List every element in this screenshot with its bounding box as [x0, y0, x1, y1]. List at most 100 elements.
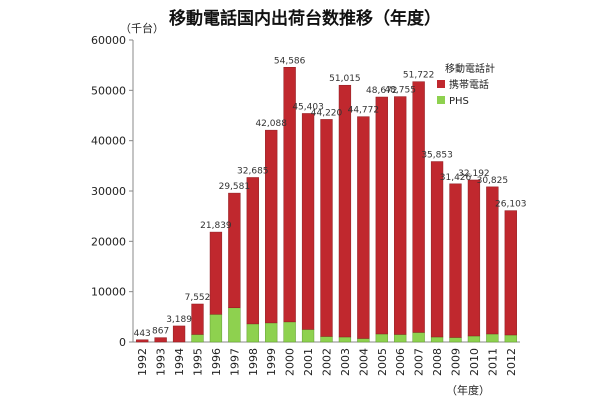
x-tick-label: 2004 — [357, 348, 370, 376]
x-axis-unit: （年度） — [446, 383, 490, 397]
bar-phs-2003 — [338, 336, 352, 343]
bar-mobile-1998 — [246, 177, 259, 325]
bar-mobile-1996 — [209, 231, 223, 315]
bar-phs-2008 — [430, 336, 444, 343]
total-label-1992: 443 — [134, 329, 151, 339]
total-label-1996: 21,839 — [200, 221, 232, 231]
x-tick-label: 1996 — [210, 348, 223, 376]
bar-mobile-1992 — [136, 339, 149, 343]
bar-mobile-2012 — [504, 210, 517, 336]
x-tick-label: 1999 — [265, 348, 278, 376]
bar-phs-1995 — [191, 334, 204, 343]
total-label-2001: 45,403 — [292, 102, 324, 112]
legend-label-mobile: 携帯電話 — [449, 78, 489, 91]
x-tick-label: 1992 — [136, 348, 149, 376]
x-tick-label: 1997 — [228, 348, 241, 376]
bar-mobile-2001 — [301, 113, 315, 330]
bar-mobile-2011 — [486, 186, 499, 335]
x-tick-label: 2000 — [284, 348, 297, 376]
total-label-2008: 35,853 — [421, 151, 453, 161]
bar-mobile-1999 — [265, 129, 278, 324]
bar-mobile-1993 — [154, 337, 167, 343]
total-label-1994: 3,189 — [166, 315, 192, 325]
y-tick-label: 0 — [119, 336, 126, 349]
x-tick-label: 1994 — [173, 348, 186, 376]
bar-mobile-2005 — [375, 96, 388, 335]
bar-phs-2007 — [412, 332, 425, 343]
bar-phs-2011 — [486, 333, 499, 343]
x-tick-label: 2011 — [486, 348, 499, 376]
total-label-2005: 48,672 — [366, 86, 398, 96]
x-tick-label: 1995 — [192, 348, 205, 376]
total-label-1995: 7,552 — [185, 293, 211, 303]
bar-mobile-2003 — [338, 84, 352, 338]
bar-phs-1997 — [228, 307, 241, 343]
x-tick-label: 2001 — [302, 348, 315, 376]
bar-phs-2009 — [449, 337, 462, 343]
total-label-2007: 51,722 — [403, 71, 435, 81]
x-tick-label: 2012 — [505, 348, 518, 376]
bar-phs-1996 — [209, 314, 223, 343]
bars — [136, 67, 517, 343]
axes: 0 10000 20000 30000 40000 50000 60000 1992 1993 1… — [91, 34, 520, 376]
x-tick-label: 2009 — [450, 348, 463, 376]
x-tick-label: 1998 — [247, 348, 260, 376]
x-tick-label: 2007 — [413, 348, 426, 376]
x-tick-label: 2006 — [394, 348, 407, 376]
y-tick-label: 10000 — [91, 286, 126, 299]
total-label-2011: 30,825 — [477, 176, 509, 186]
bar-phs-1998 — [246, 323, 259, 343]
bar-mobile-2007 — [412, 81, 425, 333]
bar-phs-2000 — [283, 321, 296, 343]
y-axis-unit: （千台） — [120, 21, 164, 35]
bar-phs-2012 — [504, 334, 517, 343]
bar-phs-2001 — [301, 329, 315, 343]
data-labels: 443 867 3,189 7,552 21,839 29,581 32,685 42,088… — [134, 56, 527, 339]
chart-title: 移動電話国内出荷台数推移（年度） — [169, 8, 441, 29]
bar-phs-2005 — [375, 333, 388, 343]
legend-title: 移動電話計 — [445, 62, 495, 75]
bar-mobile-2000 — [283, 67, 296, 323]
bar-phs-2010 — [467, 335, 481, 343]
bar-mobile-2006 — [394, 96, 407, 335]
y-tick-label: 60000 — [91, 34, 126, 47]
bar-phs-2002 — [320, 336, 333, 343]
bar-mobile-1994 — [172, 325, 186, 343]
y-tick-label: 50000 — [91, 84, 126, 97]
total-label-1998: 32,685 — [237, 166, 269, 176]
bar-mobile-2002 — [320, 119, 333, 337]
x-tick-label: 1993 — [155, 348, 168, 376]
total-label-2000: 54,586 — [274, 56, 306, 66]
bar-phs-2006 — [394, 334, 407, 343]
bar-mobile-1997 — [228, 192, 241, 309]
total-label-1993: 867 — [152, 327, 169, 337]
bar-mobile-2004 — [357, 116, 370, 339]
total-label-1999: 42,088 — [255, 119, 287, 129]
x-tick-label: 2003 — [339, 348, 352, 376]
bar-mobile-1995 — [191, 303, 204, 335]
x-tick-label: 2002 — [321, 348, 334, 376]
legend-swatch-mobile — [437, 80, 445, 88]
y-tick-label: 30000 — [91, 185, 126, 198]
y-tick-label: 40000 — [91, 135, 126, 148]
total-label-2003: 51,015 — [329, 74, 361, 84]
total-label-2012: 26,103 — [495, 200, 527, 210]
bar-mobile-2008 — [430, 161, 444, 338]
bar-phs-1999 — [265, 322, 278, 343]
y-tick-label: 20000 — [91, 235, 126, 248]
bar-phs-2004 — [357, 338, 370, 343]
total-label-2004: 44,772 — [348, 106, 380, 116]
legend-swatch-phs — [437, 96, 445, 104]
x-tick-label: 2005 — [376, 348, 389, 376]
total-label-2010: 32,192 — [458, 169, 490, 179]
bar-mobile-2009 — [449, 183, 462, 338]
x-tick-label: 2010 — [468, 348, 481, 376]
total-label-2002: 44,220 — [311, 108, 343, 118]
total-label-1997: 29,581 — [219, 182, 251, 192]
total-label-2009: 31,426 — [440, 173, 472, 183]
bar-mobile-2010 — [467, 179, 481, 337]
legend-label-phs: PHS — [449, 96, 469, 107]
x-tick-label: 2008 — [431, 348, 444, 376]
